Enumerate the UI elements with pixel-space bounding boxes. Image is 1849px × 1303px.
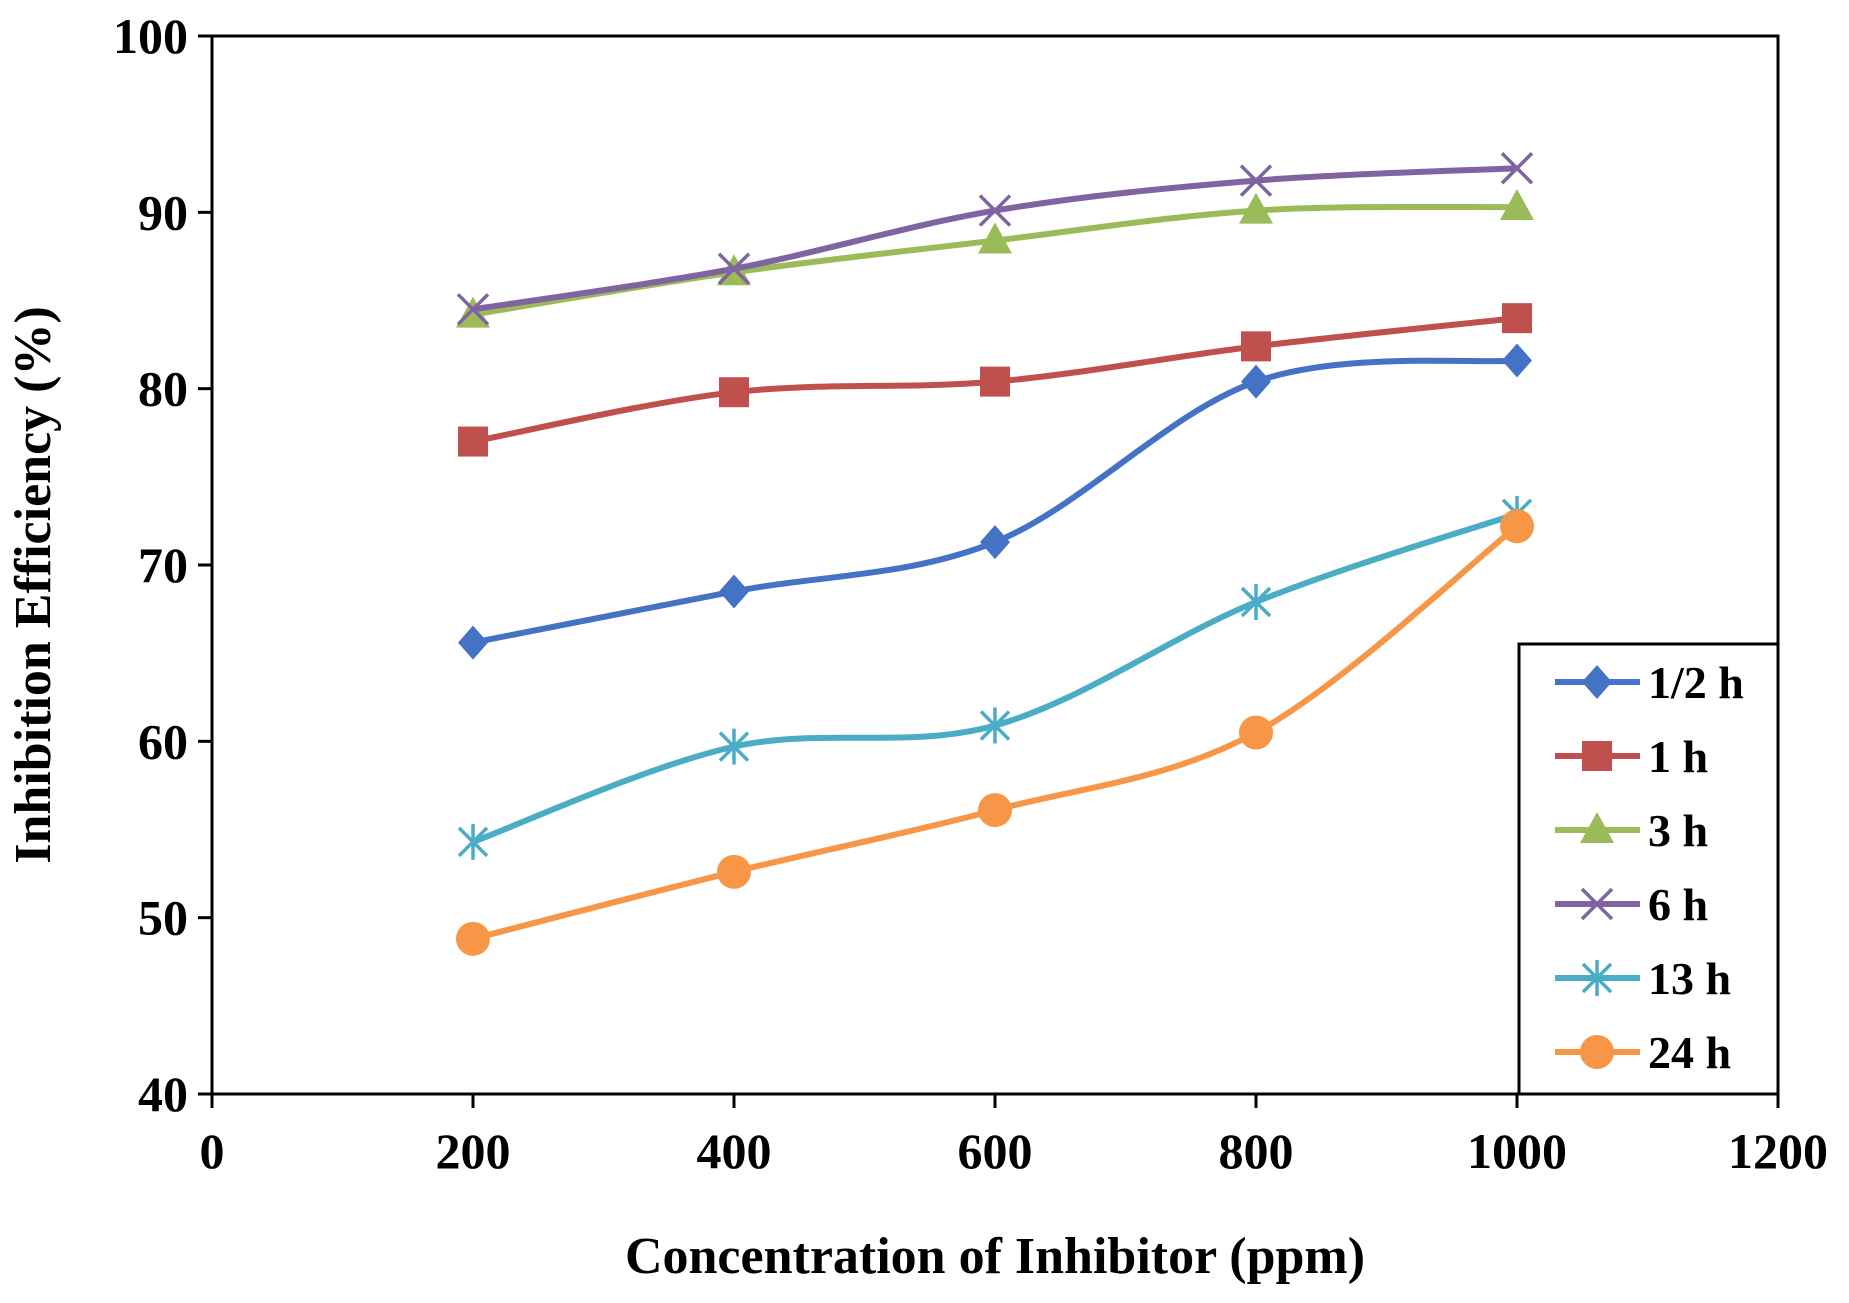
y-tick-label: 50 xyxy=(138,890,188,946)
data-point xyxy=(717,252,751,285)
legend-label: 3 h xyxy=(1648,805,1708,856)
legend-label: 24 h xyxy=(1648,1027,1731,1078)
series-line xyxy=(472,357,1518,646)
data-point xyxy=(456,293,490,326)
data-point xyxy=(718,728,750,765)
series-line xyxy=(471,511,1518,845)
y-tick-label: 60 xyxy=(138,713,188,769)
data-point xyxy=(1241,364,1271,399)
x-tick-label: 800 xyxy=(1219,1123,1294,1179)
legend-label: 1/2 h xyxy=(1648,657,1744,708)
data-point xyxy=(458,426,488,457)
y-axis-title: Inhibition Efficiency (%) xyxy=(5,306,62,864)
y-tick-label: 80 xyxy=(138,361,188,417)
y-tick-label: 70 xyxy=(138,537,188,593)
data-point xyxy=(719,574,749,609)
data-point xyxy=(719,377,749,408)
series-6-h xyxy=(456,152,1534,326)
legend-item: 6 h xyxy=(1555,879,1708,930)
data-point xyxy=(1241,331,1271,362)
data-point xyxy=(978,222,1012,254)
marker-stroke xyxy=(456,293,490,326)
x-tick-label: 0 xyxy=(200,1123,225,1179)
data-point xyxy=(979,707,1011,744)
data-point xyxy=(978,793,1012,828)
marker-stroke xyxy=(1239,164,1273,197)
data-point xyxy=(1500,152,1534,185)
legend-item: 1/2 h xyxy=(1555,657,1744,708)
series-24-h xyxy=(456,509,1534,956)
data-point xyxy=(980,525,1010,560)
legend-marker xyxy=(1582,741,1612,771)
y-tick-label: 40 xyxy=(138,1066,188,1122)
legend-item: 1 h xyxy=(1555,731,1708,782)
data-point xyxy=(1240,584,1272,621)
legend-marker xyxy=(1580,812,1614,843)
legend-label: 6 h xyxy=(1648,879,1708,930)
x-tick-label: 200 xyxy=(436,1123,511,1179)
legend-marker xyxy=(1580,1035,1614,1069)
data-point xyxy=(1239,164,1273,197)
data-point xyxy=(457,823,489,860)
marker-stroke xyxy=(1580,887,1614,921)
series-1-h xyxy=(458,303,1532,457)
axes: 0 200 400 600 800 1000 1200 40 50 60 70 80 90 100 xyxy=(113,8,1828,1179)
data-point xyxy=(456,921,490,956)
x-tick-label: 1000 xyxy=(1467,1123,1567,1179)
data-point xyxy=(1500,189,1534,221)
legend-label: 1 h xyxy=(1648,731,1708,782)
legend-item: 24 h xyxy=(1555,1027,1731,1078)
y-tick-label: 90 xyxy=(138,184,188,240)
series-1-2-h xyxy=(458,343,1532,660)
marker-stroke xyxy=(978,194,1012,227)
data-point xyxy=(980,366,1010,397)
data-point xyxy=(1502,303,1532,334)
data-point xyxy=(978,194,1012,227)
x-axis-title: Concentration of Inhibitor (ppm) xyxy=(625,1228,1365,1285)
legend-marker xyxy=(1582,665,1612,699)
legend-box xyxy=(1517,642,1780,1096)
x-tick-label: 400 xyxy=(697,1123,772,1179)
data-point xyxy=(1500,509,1534,544)
data-point xyxy=(1502,343,1532,378)
legend-marker xyxy=(1580,887,1614,921)
x-tick-label: 600 xyxy=(958,1123,1033,1179)
data-point xyxy=(458,625,488,660)
y-tick-label: 100 xyxy=(113,8,188,64)
marker-stroke xyxy=(1500,152,1534,185)
marker-stroke xyxy=(717,252,751,285)
legend-item: 13 h xyxy=(1555,953,1731,1004)
data-point xyxy=(1239,192,1273,224)
x-tick-label: 1200 xyxy=(1728,1123,1828,1179)
legend-marker xyxy=(1581,960,1613,996)
legend: 1/2 h 1 h 3 h 6 h 13 h 24 h xyxy=(1517,642,1780,1096)
legend-label: 13 h xyxy=(1648,953,1731,1004)
data-point xyxy=(1239,715,1273,750)
series-layer xyxy=(456,152,1534,956)
data-point xyxy=(717,854,751,889)
legend-item: 3 h xyxy=(1555,805,1708,856)
